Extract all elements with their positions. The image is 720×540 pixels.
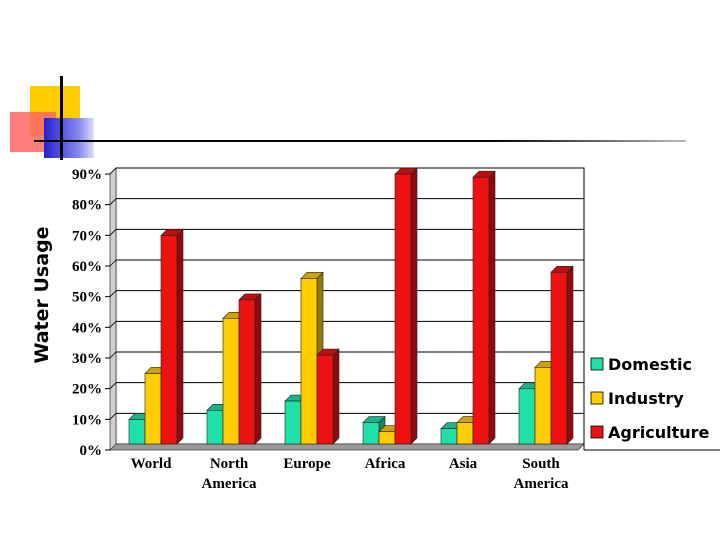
gridline-wall — [109, 413, 117, 420]
legend-label-domestic: Domestic — [608, 355, 692, 374]
y-tick-label: 20% — [72, 382, 102, 398]
deco-blue-square — [44, 118, 94, 158]
y-tick-label: 80% — [72, 198, 102, 214]
gridline-wall — [109, 321, 117, 328]
x-category-label: America — [514, 476, 569, 492]
deco-horizontal-line — [34, 140, 686, 142]
x-category-label: North — [210, 456, 249, 472]
x-category-label: Asia — [449, 456, 478, 472]
gridlines — [105, 167, 584, 451]
bar-agriculture — [550, 265, 574, 445]
gridline-wall — [109, 198, 117, 205]
legend-swatch-agriculture — [590, 425, 604, 439]
y-tick-label: 90% — [72, 167, 102, 183]
x-category-label: South — [522, 456, 560, 472]
y-tick-label: 70% — [72, 228, 102, 244]
y-axis-label: Water Usage — [31, 226, 53, 363]
legend-box — [584, 348, 720, 450]
legend-swatch-industry — [590, 391, 604, 405]
gridline-wall — [109, 290, 117, 297]
legend-label-agriculture: Agriculture — [608, 423, 710, 442]
x-category-labels: World North America Europe Africa Asia South Am… — [131, 456, 569, 492]
gridline-wall — [109, 229, 117, 236]
bar-agriculture — [238, 293, 262, 445]
y-tick-label: 10% — [72, 412, 102, 428]
y-tick-label: 0% — [80, 443, 103, 459]
plot-area — [109, 167, 585, 451]
gridline-wall — [109, 167, 117, 175]
chart-left-wall — [109, 167, 117, 451]
plot-frame — [115, 167, 585, 445]
y-tick-label: 30% — [72, 351, 102, 367]
y-tick-label: 40% — [72, 320, 102, 336]
x-category-label: Africa — [365, 456, 406, 472]
y-tick-label: 50% — [72, 290, 102, 306]
x-category-label: Europe — [283, 456, 331, 472]
bar-agriculture — [316, 348, 340, 445]
legend-swatch-domestic — [590, 357, 604, 371]
y-tick-labels: 0% 10% 20% 30% 40% 50% 60% 70% 80% 90% — [72, 167, 102, 459]
y-tick-label: 60% — [72, 259, 102, 275]
gridline-wall — [109, 351, 117, 359]
x-category-label: America — [202, 476, 257, 492]
bar-agriculture — [394, 167, 418, 445]
deco-vertical-line — [60, 76, 63, 160]
bar-agriculture — [472, 170, 496, 445]
bar-agriculture — [160, 228, 184, 445]
legend: Domestic Industry Agriculture — [583, 348, 720, 451]
legend-label-industry: Industry — [608, 389, 684, 408]
chart-floor — [109, 443, 585, 451]
gridline-wall — [109, 382, 117, 389]
x-category-label: World — [131, 456, 172, 472]
gridline-wall — [109, 259, 117, 267]
bars — [128, 167, 574, 445]
